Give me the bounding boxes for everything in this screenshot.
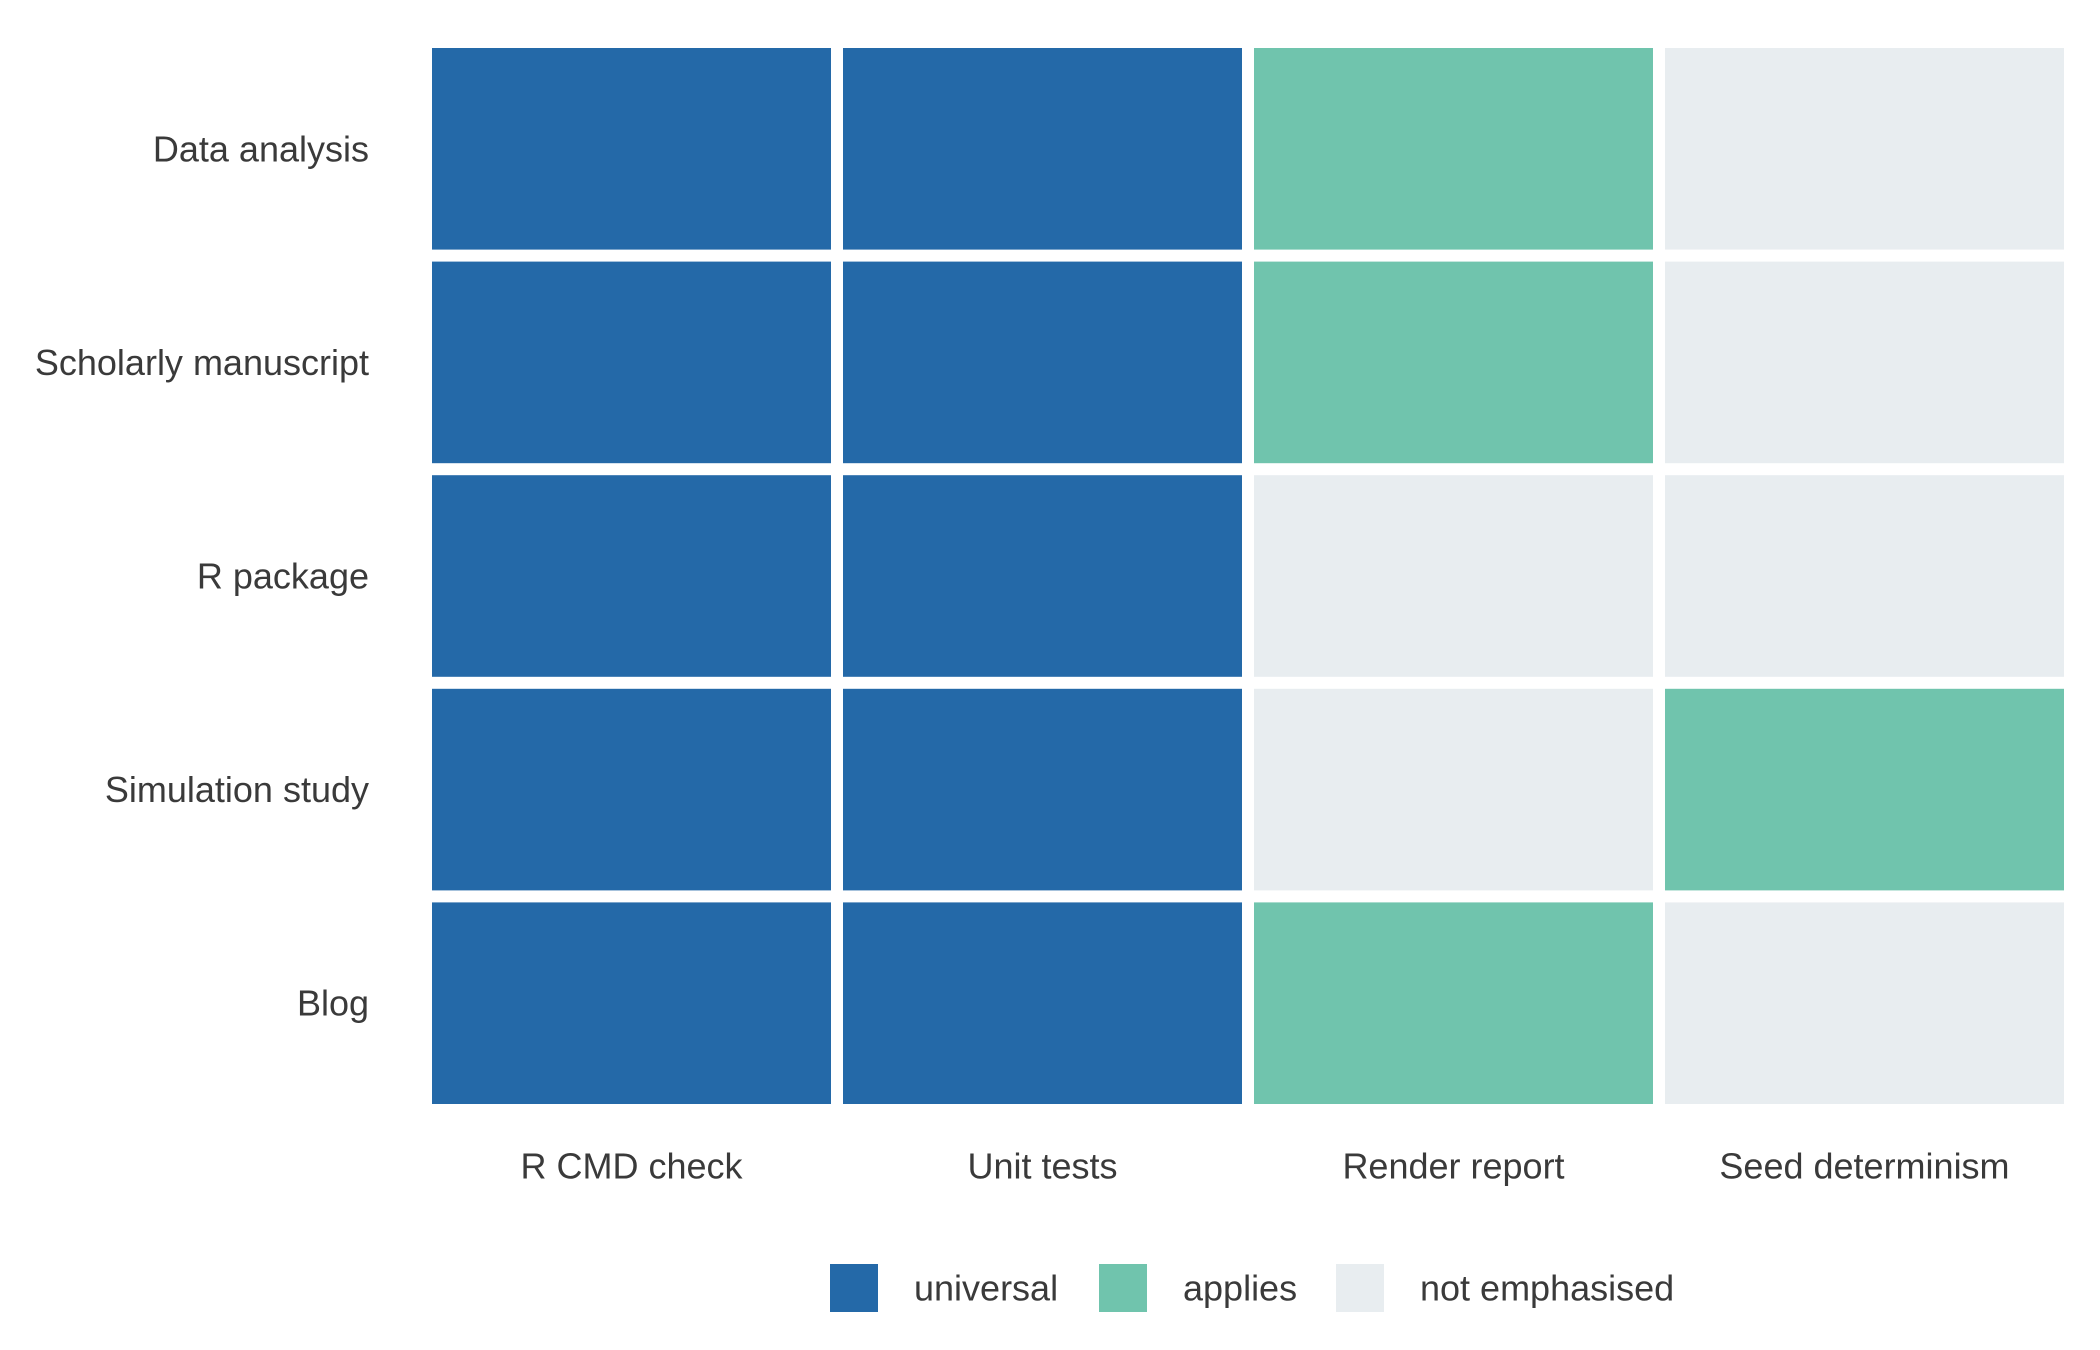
y-axis-labels: Data analysis Scholarly manuscript R packa…: [35, 128, 369, 1023]
legend: universal applies not emphasised: [830, 1264, 1674, 1312]
heatmap-cell: [1665, 475, 2064, 677]
heatmap-cell: [1665, 48, 2064, 250]
x-tick-label: R CMD check: [520, 1146, 743, 1187]
heatmap-cell: [1665, 261, 2064, 464]
x-tick-label: Unit tests: [967, 1146, 1117, 1187]
heatmap-cell: [843, 902, 1242, 1104]
heatmap-cell: [432, 48, 831, 250]
x-axis-labels: R CMD check Unit tests Render report Seed d…: [520, 1146, 2009, 1187]
heatmap-cell: [1254, 261, 1653, 464]
heatmap-cell: [843, 688, 1242, 891]
x-tick-label: Render report: [1342, 1146, 1564, 1187]
x-tick-label: Seed determinism: [1719, 1146, 2009, 1187]
heatmap-cell: [1254, 902, 1653, 1104]
legend-label: universal: [914, 1268, 1058, 1309]
heatmap-cell: [843, 475, 1242, 677]
heatmap-cell: [1665, 902, 2064, 1104]
legend-key: [1099, 1264, 1147, 1312]
heatmap-cell: [432, 475, 831, 677]
heatmap-cell: [1254, 688, 1653, 891]
legend-key: [830, 1264, 878, 1312]
heatmap-cell: [1665, 688, 2064, 891]
legend-label: applies: [1183, 1268, 1297, 1309]
heatmap-cell: [843, 48, 1242, 250]
heatmap-cell: [843, 261, 1242, 464]
y-tick-label: Blog: [297, 983, 369, 1024]
y-tick-label: Scholarly manuscript: [35, 342, 369, 383]
heatmap-cell: [1254, 48, 1653, 250]
legend-label: not emphasised: [1420, 1268, 1674, 1309]
y-tick-label: Data analysis: [153, 128, 369, 169]
y-tick-label: R package: [197, 556, 369, 597]
heatmap-cells: [432, 48, 2064, 1104]
heatmap-cell: [1254, 475, 1653, 677]
y-tick-label: Simulation study: [105, 769, 369, 810]
heatmap-cell: [432, 261, 831, 464]
heatmap-cell: [432, 902, 831, 1104]
heatmap-cell: [432, 688, 831, 891]
legend-key: [1336, 1264, 1384, 1312]
